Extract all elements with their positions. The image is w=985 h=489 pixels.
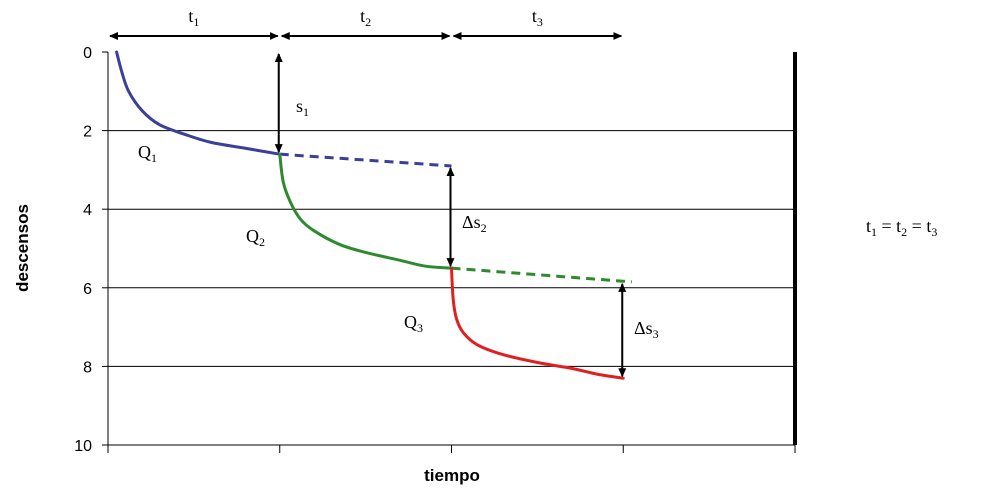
series-label-q1: Q1 [138,142,157,165]
y-tick-label: 4 [83,202,92,219]
annotation-labels: t1 t2 t3 s1 Δs2 Δs3 Q1 Q2 Q3 [138,6,659,341]
x-axis-title: tiempo [424,466,480,485]
drawdown-label-2: Δs2 [462,212,487,235]
y-axis-title: descensos [13,204,32,292]
series-q3-line [450,266,625,380]
drawdown-label-1: s1 [296,96,309,119]
series-label-q3: Q3 [404,312,423,335]
time-interval-label-2: t2 [360,6,371,29]
y-tick-label: 0 [83,45,92,62]
series-q1-line [115,50,282,156]
series-q2-line [278,152,453,270]
equation-label: t1 = t2 = t3 [866,216,937,239]
axes: 0 2 4 6 8 10 [74,45,797,455]
y-tick-label: 10 [74,438,92,455]
y-tick-label: 2 [83,124,92,141]
y-tick-label: 8 [83,359,92,376]
series-q1-extrapolation [279,152,452,168]
series-lines [115,50,632,380]
time-interval-label-3: t3 [532,6,543,29]
series-q2-extrapolation [451,266,632,284]
time-interval-label-1: t1 [188,6,199,29]
series-label-q2: Q2 [246,226,265,249]
annotation-arrows [109,32,627,378]
y-tick-label: 6 [83,281,92,298]
drawdown-label-3: Δs3 [634,318,659,341]
